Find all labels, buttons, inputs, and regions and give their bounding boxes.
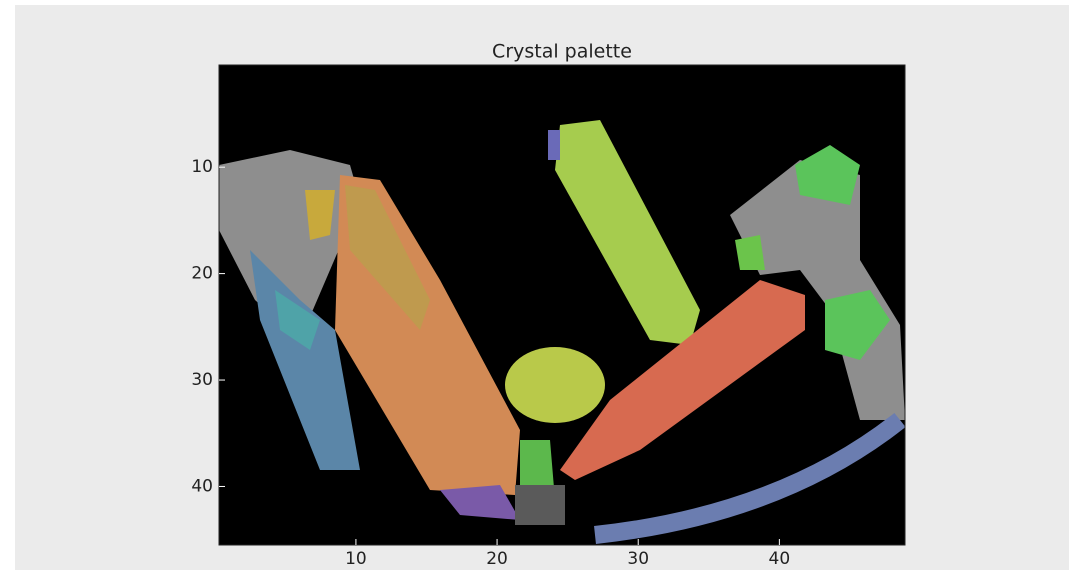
crystal (515, 485, 565, 525)
x-tick-label: 40 (769, 549, 791, 569)
y-tick-label: 30 (191, 370, 213, 390)
crystal (735, 235, 765, 270)
x-tick-label: 20 (486, 549, 508, 569)
image (219, 65, 905, 545)
y-tick-label: 20 (191, 264, 213, 284)
y-tick-label: 40 (191, 476, 213, 496)
chart-title: Crystal palette (492, 41, 632, 63)
x-tick-label: 10 (345, 549, 367, 569)
chart: Crystal palette 10 20 30 40 10 20 30 40 (0, 0, 1069, 570)
x-tick-label: 30 (627, 549, 649, 569)
crystal (505, 347, 605, 423)
crystal (548, 130, 560, 160)
y-tick-label: 10 (191, 157, 213, 177)
